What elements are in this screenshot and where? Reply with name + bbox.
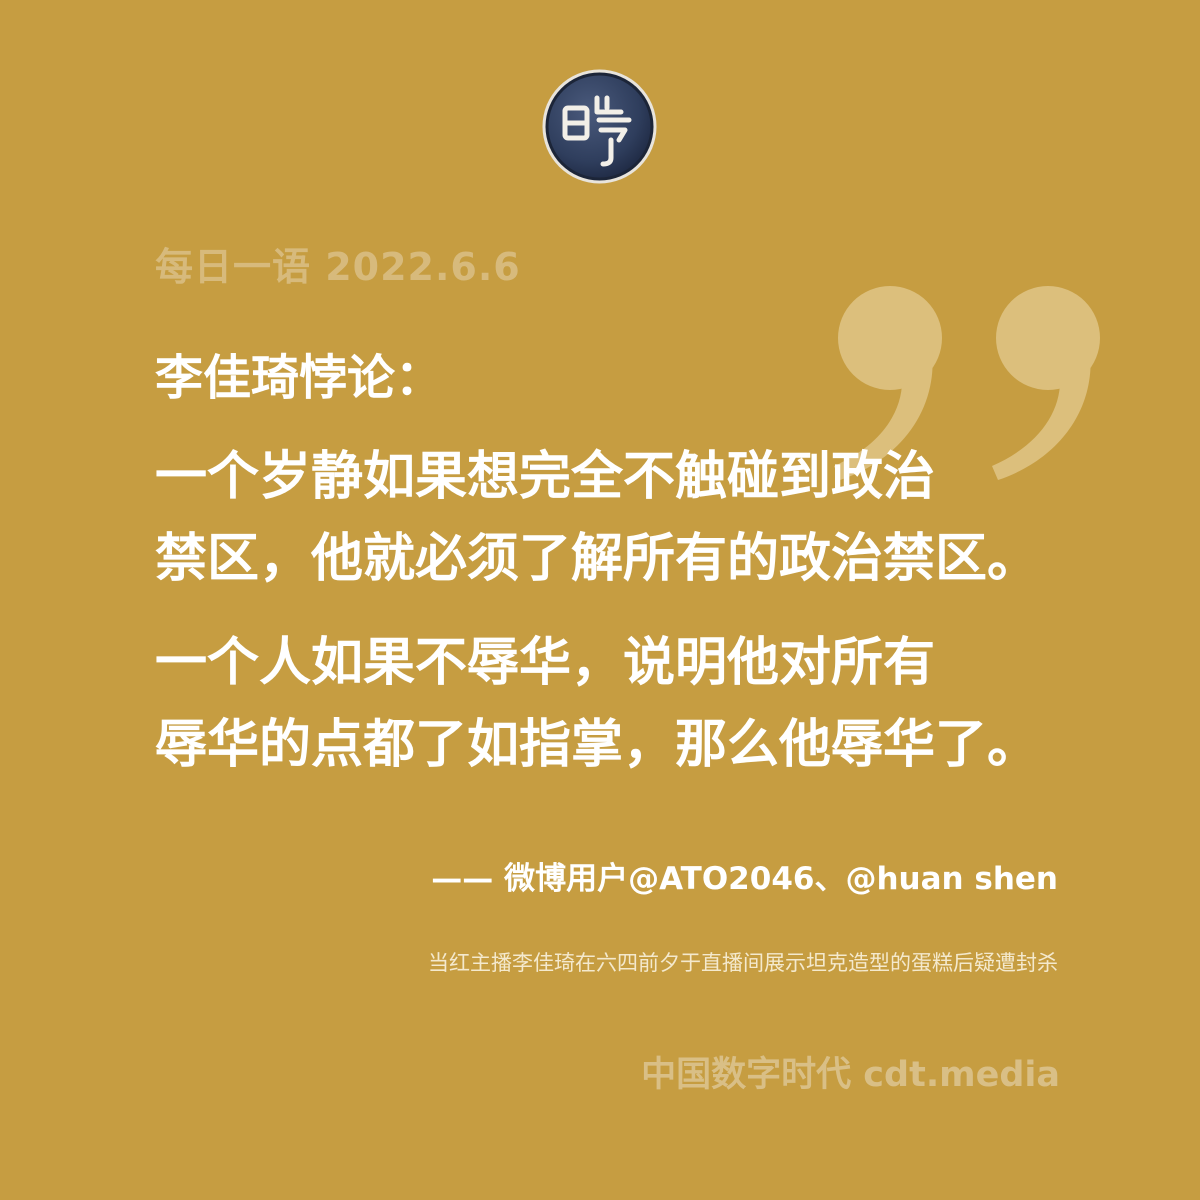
quote-paragraph-2: 一个人如果不辱华，说明他对所有 辱华的点都了如指掌，那么他辱华了。 — [155, 622, 1039, 786]
brand-footer: 中国数字时代 cdt.media — [641, 1055, 1060, 1095]
quote-line: 一个岁静如果想完全不触碰到政治 — [155, 446, 936, 507]
context-caption: 当红主播李佳琦在六四前夕于直播间展示坦克造型的蛋糕后疑遭封杀 — [428, 951, 1058, 975]
quote-line: 一个人如果不辱华，说明他对所有 — [155, 632, 936, 693]
quote-line: 禁区，他就必须了解所有的政治禁区。 — [155, 528, 1040, 589]
logo-svg — [542, 69, 657, 184]
quote-mark-svg — [834, 286, 1100, 480]
quote-attribution: —— 微博用户@ATO2046、@huan shen — [431, 861, 1058, 897]
date-line: 每日一语 2022.6.6 — [155, 245, 521, 289]
closing-quote-icon — [820, 280, 1120, 490]
cdt-seal-logo-icon — [541, 68, 658, 185]
quote-line: 辱华的点都了如指掌，那么他辱华了。 — [155, 714, 1040, 775]
quote-paragraph-1: 一个岁静如果想完全不触碰到政治 禁区，他就必须了解所有的政治禁区。 — [155, 436, 1039, 600]
quote-headline: 李佳琦悖论： — [155, 350, 444, 406]
